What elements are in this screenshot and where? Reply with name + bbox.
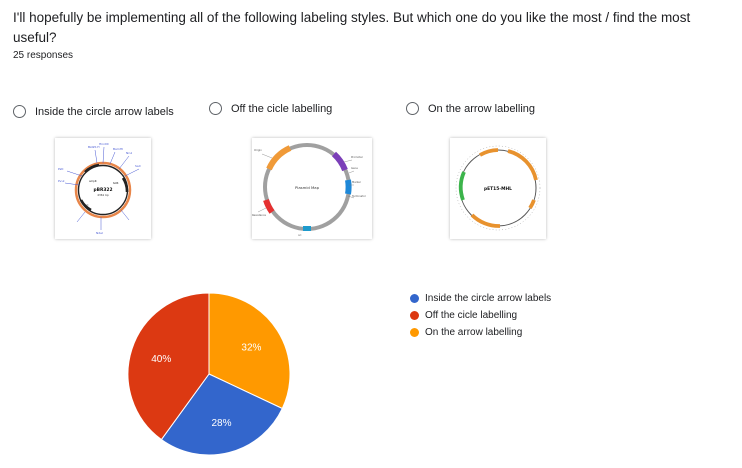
question-title: I'll hopefully be implementing all of th… (13, 10, 691, 45)
thumbnail-on-arrow[interactable]: pET15-MHL (450, 138, 546, 239)
svg-text:PvuI: PvuI (58, 179, 64, 183)
svg-text:Marker: Marker (352, 180, 362, 184)
option-on-arrow[interactable]: On the arrow labelling (406, 102, 535, 115)
radio-icon[interactable] (209, 102, 222, 115)
legend-label: Off the cicle labelling (425, 310, 518, 321)
legend-label: On the arrow labelling (425, 327, 523, 338)
legend-swatch (410, 294, 419, 303)
svg-text:tetR: tetR (113, 181, 119, 185)
legend-swatch (410, 311, 419, 320)
svg-text:Gene: Gene (351, 166, 358, 170)
results-pie-chart: 32% 28% 40% (120, 285, 298, 463)
svg-text:Terminator: Terminator (352, 194, 367, 198)
legend-item-on-arrow: On the arrow labelling (410, 324, 551, 341)
svg-text:BstZ17I: BstZ17I (88, 145, 100, 149)
option-off-circle[interactable]: Off the cicle labelling (209, 102, 332, 115)
legend-item-inside: Inside the circle arrow labels (410, 290, 551, 307)
legend-item-off: Off the cicle labelling (410, 307, 551, 324)
radio-icon[interactable] (406, 102, 419, 115)
plasmid-size: 4361 bp (97, 193, 109, 197)
legend-label: Inside the circle arrow labels (425, 293, 552, 304)
response-count: 25 responses (13, 50, 74, 61)
thumbnail-inside-circle[interactable]: BstZ17I HindIII BamHI NruI SalI PstI PvuI Nd… (55, 138, 151, 239)
svg-text:Resistance: Resistance (252, 213, 266, 217)
radio-icon[interactable] (13, 105, 26, 118)
pie-slice-label: 32% (241, 343, 261, 354)
option-inside-circle[interactable]: Inside the circle arrow labels (13, 105, 174, 118)
pie-slice-off (127, 292, 210, 441)
chart-legend: Inside the circle arrow labels Off the c… (410, 290, 551, 341)
svg-text:BamHI: BamHI (113, 147, 123, 151)
pie-slice-on-arrow (208, 292, 291, 410)
thumbnail-off-circle[interactable]: Origin Promoter Gene Marker Terminator Resi… (252, 138, 372, 239)
svg-text:HindIII: HindIII (99, 142, 109, 146)
plasmid-map-image: pET15-MHL (455, 145, 541, 231)
plasmid-name: pET15-MHL (484, 186, 512, 192)
svg-text:ori: ori (298, 233, 302, 237)
plasmid-name: pBR322 (93, 187, 112, 193)
legend-swatch (410, 328, 419, 337)
pie-slice-label: 28% (211, 418, 231, 429)
pie-slice-inside (160, 373, 283, 456)
svg-text:PstI: PstI (58, 167, 63, 171)
svg-text:NruI: NruI (126, 151, 132, 155)
plasmid-name: Plasmid Map (295, 185, 320, 190)
plasmid-map-image: Origin Promoter Gene Marker Terminator Resi… (252, 143, 367, 237)
pie-slice-label: 40% (151, 354, 171, 365)
option-label: Off the cicle labelling (231, 102, 333, 115)
svg-text:SalI: SalI (135, 164, 141, 168)
svg-text:ori: ori (85, 203, 89, 207)
svg-text:Promoter: Promoter (351, 155, 364, 159)
pie-chart-svg: 32% 28% 40% (127, 292, 291, 456)
svg-text:ampR: ampR (89, 179, 97, 183)
option-label: On the arrow labelling (428, 102, 536, 115)
svg-text:Origin: Origin (254, 148, 262, 152)
option-label: Inside the circle arrow labels (35, 105, 174, 118)
svg-text:NdeI: NdeI (96, 231, 103, 235)
